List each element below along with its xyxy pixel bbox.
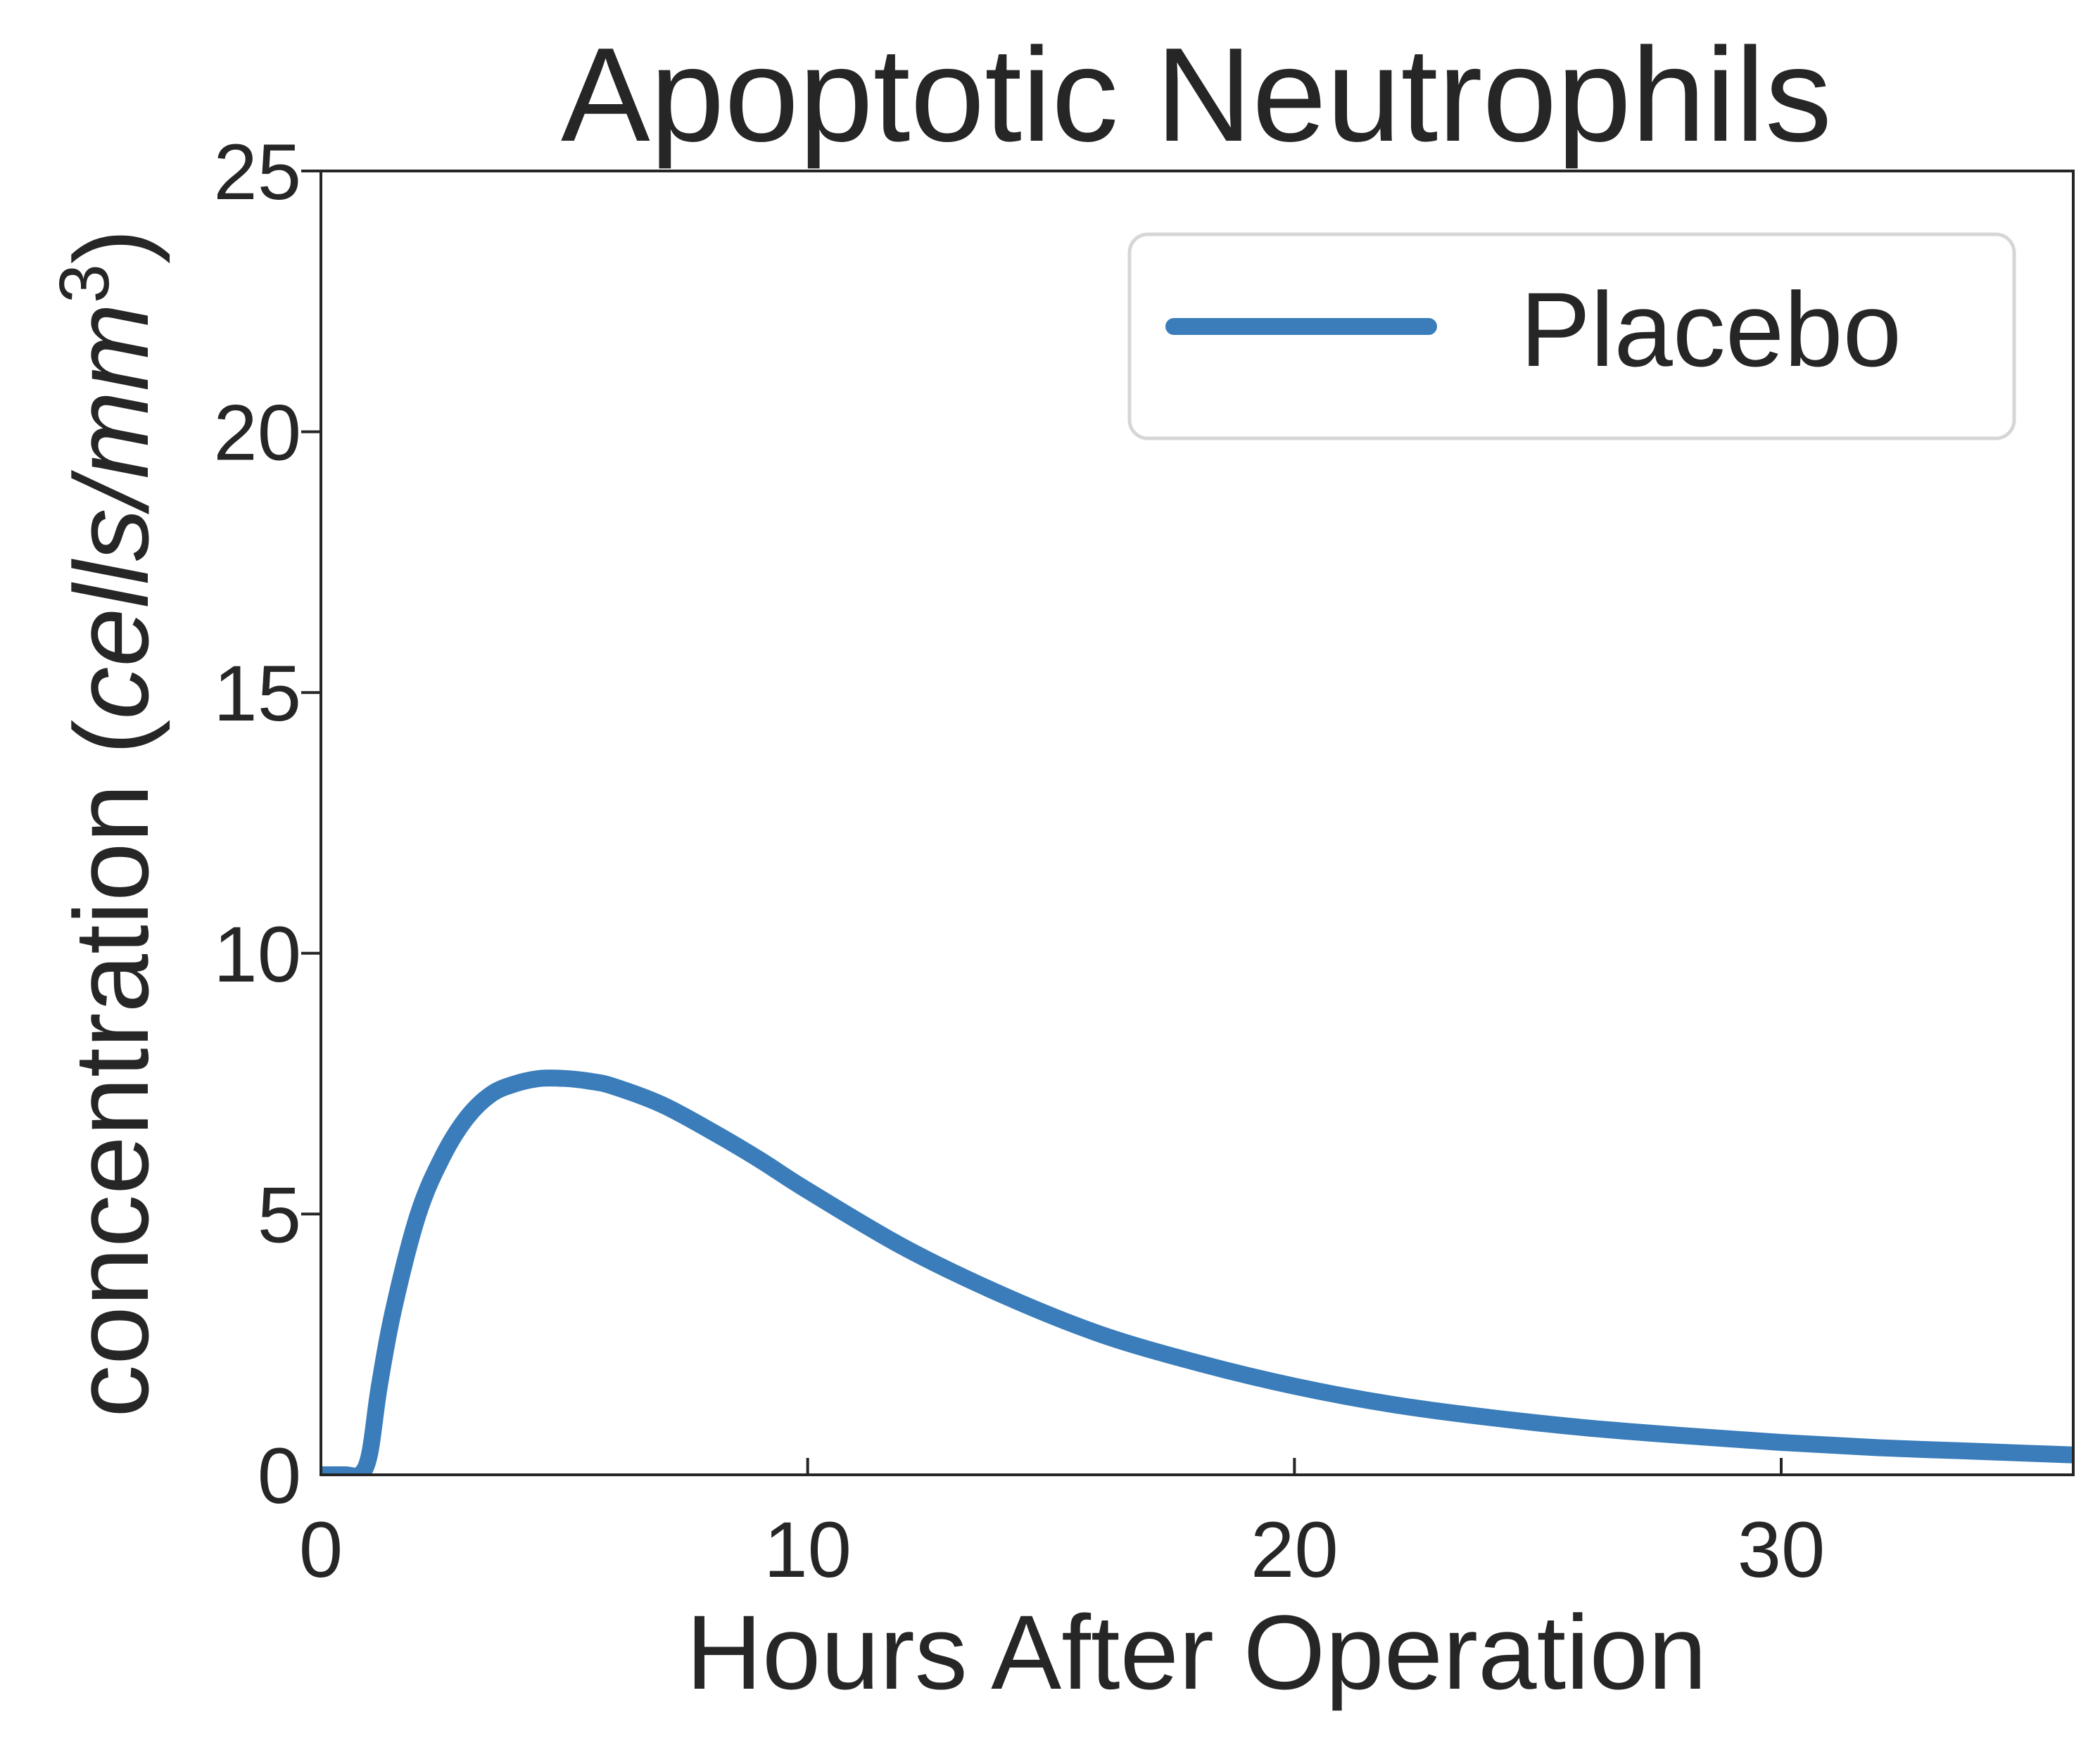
y-axis-label-unit: cells/mm — [52, 303, 170, 720]
y-axis-label-main: concentration ( — [52, 719, 170, 1417]
y-axis-label-close: ) — [52, 229, 170, 264]
x-tick-label: 10 — [764, 1506, 852, 1594]
x-tick-label: 0 — [299, 1506, 343, 1594]
x-tick-label: 30 — [1738, 1506, 1826, 1594]
series-line-placebo — [321, 1070, 2073, 1475]
y-tick-label: 20 — [213, 389, 301, 477]
plot-layer — [321, 1070, 2073, 1475]
legend: Placebo — [1127, 232, 2016, 440]
x-tick-label: 20 — [1251, 1506, 1339, 1594]
y-tick-label: 10 — [213, 910, 301, 998]
legend-label: Placebo — [1520, 270, 1902, 388]
plot-frame — [320, 170, 2075, 1476]
x-axis: 0 10 20 30 — [299, 1458, 1825, 1594]
y-axis-label-superscript: 3 — [45, 264, 124, 303]
x-axis-label: Hours After Operation — [686, 1593, 1707, 1711]
y-axis: 0 5 10 15 20 25 — [213, 128, 321, 1520]
y-tick-label: 0 — [258, 1432, 301, 1520]
chart-title: Apoptotic Neutrophils — [561, 20, 1832, 170]
y-tick-label: 15 — [213, 649, 301, 737]
y-tick-label: 25 — [213, 128, 301, 216]
y-axis-label: concentration (cells/mm3) — [45, 229, 170, 1417]
y-tick-label: 5 — [258, 1171, 301, 1259]
legend-box — [1127, 232, 2016, 440]
